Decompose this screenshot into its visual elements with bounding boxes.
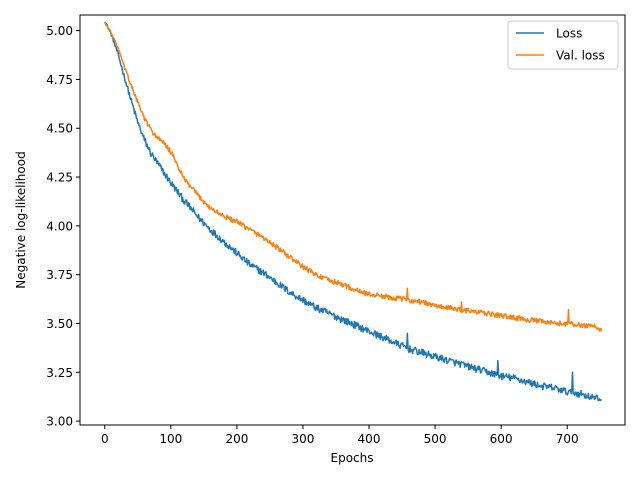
x-tick-label: 700	[556, 432, 579, 446]
y-tick-label: 4.25	[46, 171, 73, 185]
y-tick-label: 4.75	[46, 73, 73, 87]
legend-label-val-loss: Val. loss	[556, 49, 605, 63]
series-line-loss	[104, 21, 603, 402]
x-tick-label: 200	[225, 432, 248, 446]
x-tick-label: 600	[490, 432, 513, 446]
y-tick-label: 3.50	[46, 317, 73, 331]
y-axis: 3.00 3.25 3.50 3.75 4.00 4.25 4.50 4.75 5.00	[46, 24, 80, 429]
legend: Loss Val. loss	[507, 20, 619, 70]
legend-label-loss: Loss	[556, 27, 582, 41]
plot-frame	[79, 14, 626, 426]
y-tick-label: 3.75	[46, 268, 73, 282]
x-tick-label: 0	[101, 432, 109, 446]
series-line-val-loss	[104, 22, 603, 332]
x-tick-label: 300	[292, 432, 315, 446]
x-tick-label: 400	[358, 432, 381, 446]
y-tick-label: 3.00	[46, 415, 73, 429]
x-axis: 0 100 200 300 400 500 600 700	[101, 425, 579, 446]
y-tick-label: 5.00	[46, 24, 73, 38]
y-tick-label: 4.50	[46, 122, 73, 136]
y-tick-label: 3.25	[46, 366, 73, 380]
x-tick-label: 500	[424, 432, 447, 446]
y-axis-label: Negative log-likelihood	[14, 151, 28, 288]
y-tick-label: 4.00	[46, 219, 73, 233]
series-layer	[104, 21, 603, 402]
x-axis-label: Epochs	[331, 451, 374, 465]
x-tick-label: 100	[159, 432, 182, 446]
